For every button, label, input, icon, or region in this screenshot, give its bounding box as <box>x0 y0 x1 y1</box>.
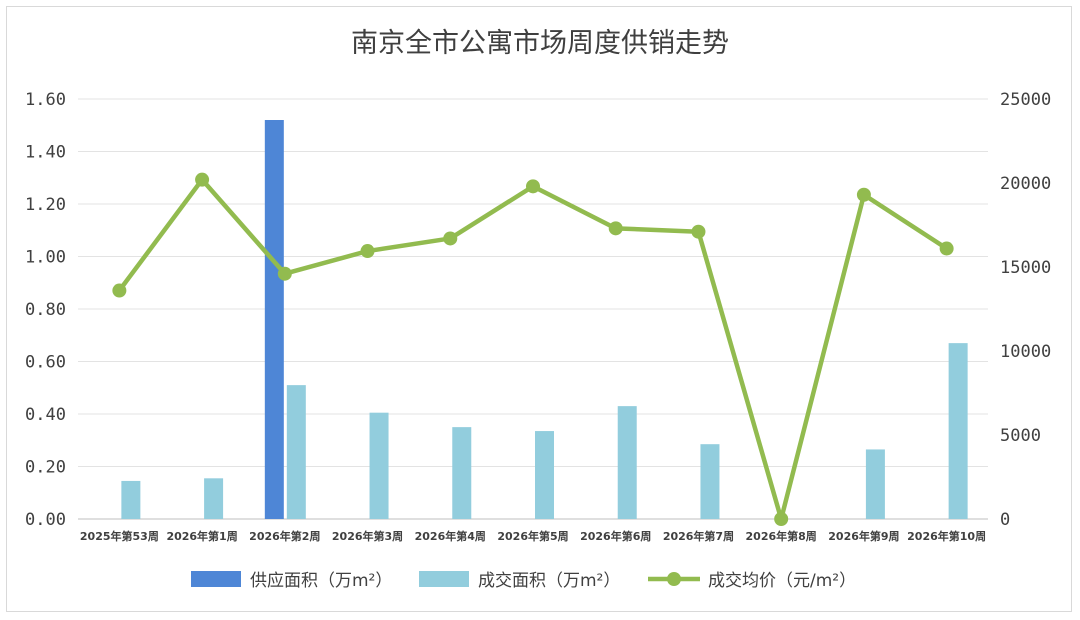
deal-bar <box>948 343 968 519</box>
x-tick-label: 2026年第4周 <box>415 529 486 543</box>
legend-swatch-supply <box>191 571 241 587</box>
chart-title: 南京全市公寓市场周度供销走势 <box>351 28 729 59</box>
right-tick-label: 20000 <box>1000 174 1051 194</box>
deal-bar <box>700 444 720 519</box>
right-tick-label: 10000 <box>1000 342 1051 362</box>
x-tick-label: 2025年第53周 <box>80 529 159 543</box>
left-tick-label: 0.20 <box>25 458 66 478</box>
left-tick-label: 1.20 <box>25 195 66 215</box>
legend: 供应面积（万m²） 成交面积（万m²） 成交均价（元/m²） <box>191 571 856 591</box>
price-point <box>443 231 458 246</box>
x-tick-label: 2026年第5周 <box>497 529 568 543</box>
deal-bar <box>865 449 885 519</box>
price-point <box>360 244 375 259</box>
x-tick-label: 2026年第2周 <box>249 529 320 543</box>
legend-label-deal: 成交面积（万m²） <box>478 571 620 591</box>
price-point <box>195 172 210 187</box>
price-point <box>277 266 292 281</box>
left-tick-label: 1.60 <box>25 90 66 110</box>
left-tick-label: 1.40 <box>25 143 66 163</box>
legend-swatch-price-marker <box>667 572 681 586</box>
right-tick-label: 15000 <box>1000 258 1051 278</box>
deal-bar <box>286 385 306 519</box>
x-tick-label: 2026年第7周 <box>663 529 734 543</box>
left-tick-label: 0.80 <box>25 300 66 320</box>
x-tick-label: 2026年第10周 <box>907 529 986 543</box>
legend-label-supply: 供应面积（万m²） <box>250 571 392 591</box>
price-point <box>774 512 789 526</box>
left-tick-label: 1.00 <box>25 248 66 268</box>
legend-label-price: 成交均价（元/m²） <box>708 571 856 591</box>
x-tick-label: 2026年第8周 <box>746 529 817 543</box>
price-point <box>526 179 540 194</box>
x-tick-label: 2026年第3周 <box>332 529 403 543</box>
right-tick-label: 25000 <box>1000 90 1051 110</box>
price-line <box>117 177 948 522</box>
price-point <box>939 241 954 256</box>
right-tick-label: 5000 <box>1000 426 1041 446</box>
x-tick-label: 2026年第9周 <box>828 529 899 543</box>
price-point <box>608 221 623 236</box>
grid-lines <box>78 98 988 520</box>
left-tick-label: 0.60 <box>25 353 66 373</box>
price-point <box>112 283 127 298</box>
left-tick-label: 0.00 <box>25 510 66 530</box>
legend-swatch-deal <box>419 571 469 587</box>
deal-bar <box>535 431 554 519</box>
right-tick-label: 0 <box>1000 510 1010 530</box>
x-axis-ticks: 2025年第53周 2026年第1周 2026年第2周 2026年第3周 2026年第4… <box>80 529 986 543</box>
deal-bar <box>204 478 224 519</box>
deal-bar <box>121 480 141 519</box>
deal-bar <box>452 427 472 519</box>
x-tick-label: 2026年第6周 <box>580 529 651 543</box>
price-point <box>856 187 871 202</box>
deal-bar <box>369 412 389 519</box>
left-tick-label: 0.40 <box>25 405 66 425</box>
deal-bar <box>617 406 637 519</box>
supply-bar <box>264 120 284 519</box>
x-tick-label: 2026年第1周 <box>166 529 237 543</box>
left-axis-ticks: 0.00 0.20 0.40 0.60 0.80 1.00 1.20 1.40 1.60 <box>25 90 66 530</box>
right-axis-ticks: 0 5000 10000 15000 20000 25000 <box>1000 90 1051 530</box>
line-group <box>112 172 954 526</box>
bars-group <box>121 120 968 519</box>
price-point <box>691 224 706 239</box>
